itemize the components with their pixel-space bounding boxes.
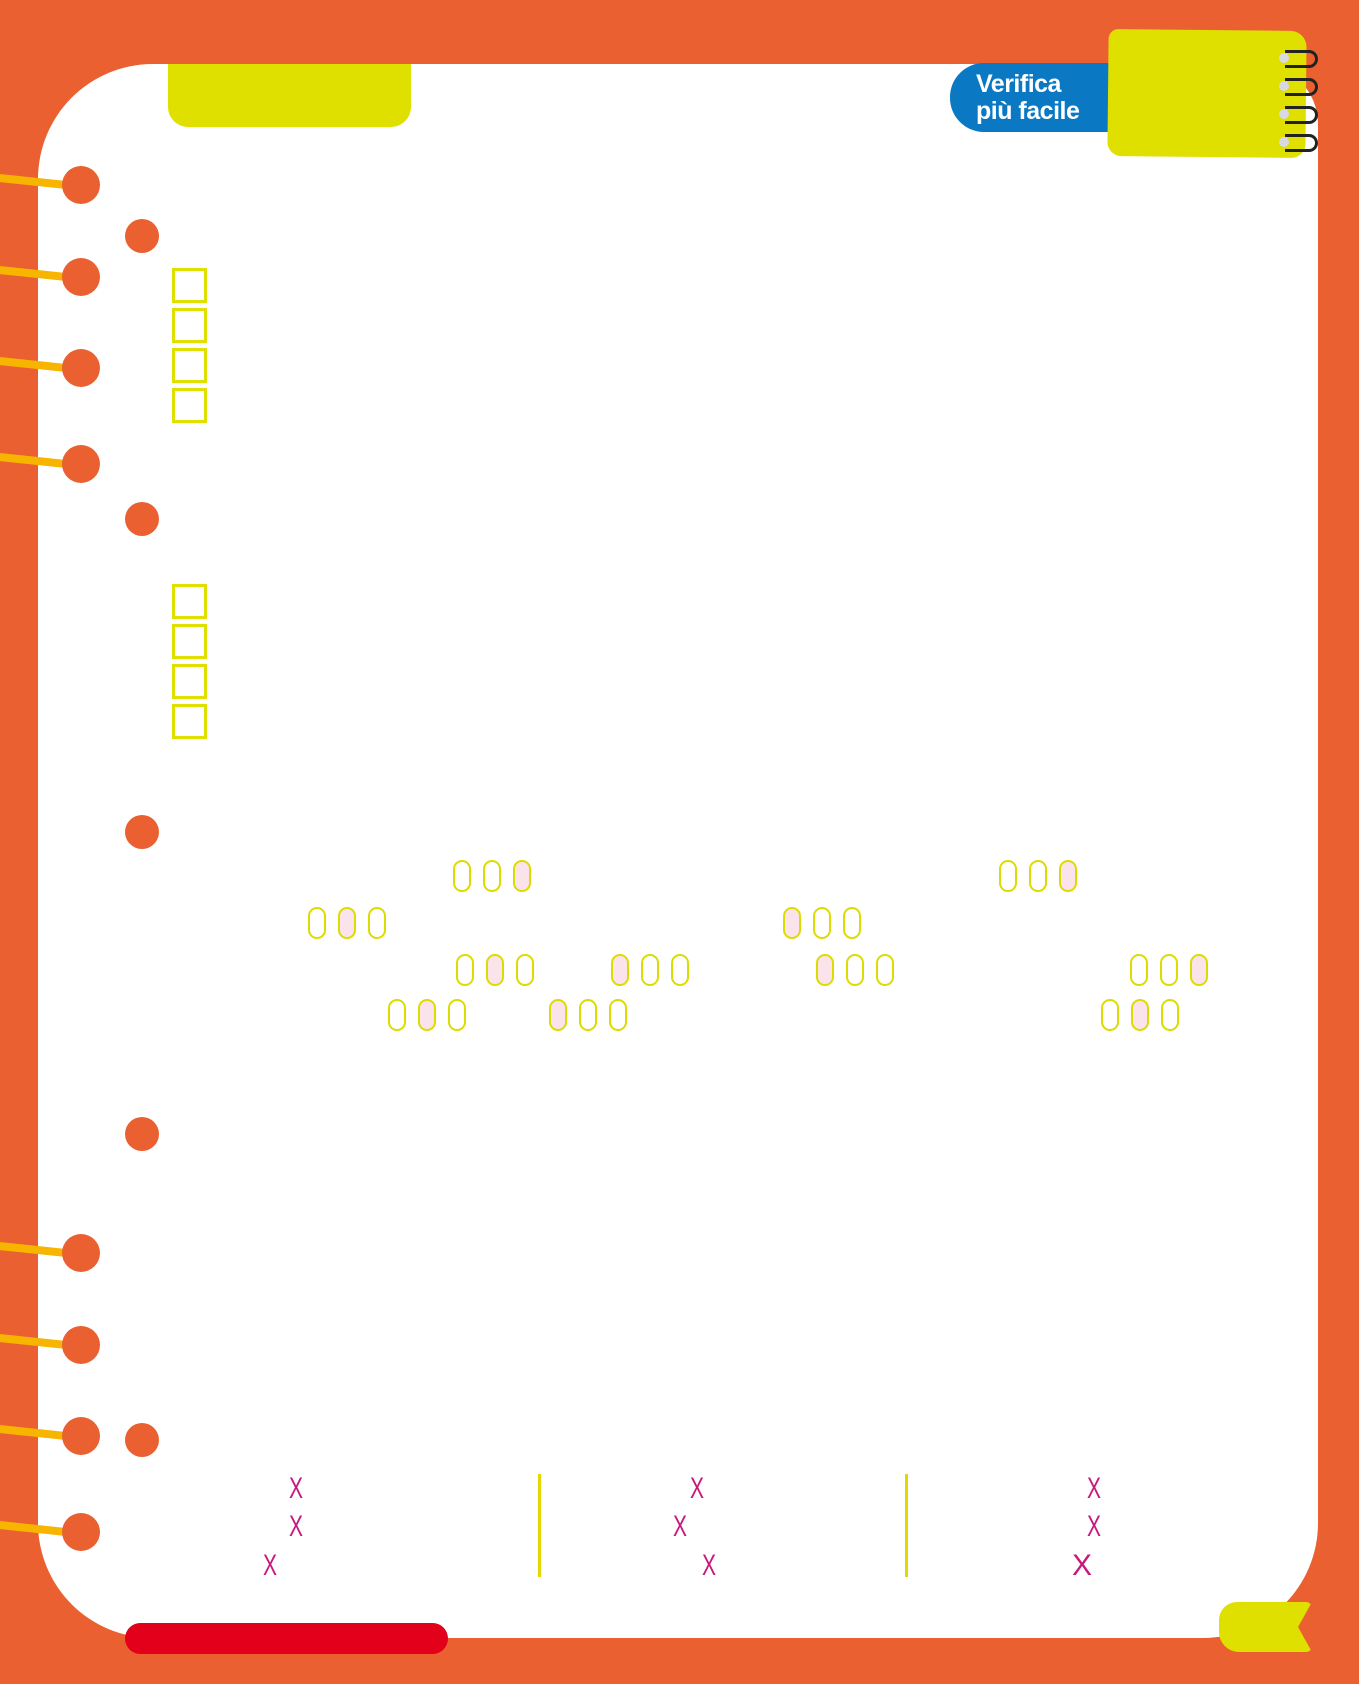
cross-mark-icon: X (1087, 1472, 1102, 1505)
cross-mark-icon: X (673, 1510, 688, 1543)
answer-oval[interactable] (483, 860, 501, 892)
answer-checkbox[interactable] (172, 348, 207, 383)
badge-line-2: più facile (976, 96, 1080, 125)
answer-oval[interactable] (513, 860, 531, 892)
answer-oval[interactable] (843, 907, 861, 939)
cross-mark-icon: X (289, 1510, 304, 1543)
answer-checkbox[interactable] (172, 584, 207, 619)
verifica-badge: Verifica più facile (950, 63, 1125, 132)
answer-checkbox[interactable] (172, 388, 207, 423)
spiral-ring-icon (1279, 106, 1318, 124)
spiral-hole (62, 1417, 100, 1455)
bullet-dot (125, 502, 159, 536)
answer-oval[interactable] (418, 999, 436, 1031)
cross-mark-icon: X (1072, 1549, 1093, 1582)
spiral-hole (62, 445, 100, 483)
answer-oval[interactable] (549, 999, 567, 1031)
answer-oval[interactable] (1029, 860, 1047, 892)
answer-checkbox[interactable] (172, 268, 207, 303)
answer-oval[interactable] (846, 954, 864, 986)
worksheet-page (38, 64, 1318, 1638)
spiral-ring-icon (1279, 78, 1318, 96)
answer-oval[interactable] (456, 954, 474, 986)
answer-oval[interactable] (486, 954, 504, 986)
cross-mark-icon: X (263, 1549, 278, 1582)
answer-oval[interactable] (1161, 999, 1179, 1031)
answer-oval[interactable] (813, 907, 831, 939)
answer-checkbox[interactable] (172, 624, 207, 659)
spiral-hole (62, 349, 100, 387)
cross-mark-icon: X (1087, 1510, 1102, 1543)
answer-oval[interactable] (1059, 860, 1077, 892)
bullet-dot (125, 219, 159, 253)
cross-mark-icon: X (289, 1472, 304, 1505)
answer-oval[interactable] (1130, 954, 1148, 986)
answer-oval[interactable] (308, 907, 326, 939)
spiral-hole (62, 1234, 100, 1272)
spiral-hole (62, 166, 100, 204)
answer-oval[interactable] (388, 999, 406, 1031)
answer-checkbox[interactable] (172, 664, 207, 699)
answer-oval[interactable] (611, 954, 629, 986)
answer-oval[interactable] (1131, 999, 1149, 1031)
notebook-tab (1107, 28, 1307, 159)
cross-mark-icon: X (690, 1472, 705, 1505)
bottom-right-tab (1219, 1602, 1312, 1652)
answer-oval[interactable] (453, 860, 471, 892)
answer-oval[interactable] (338, 907, 356, 939)
column-divider (905, 1474, 908, 1577)
column-divider (538, 1474, 541, 1577)
bullet-dot (125, 815, 159, 849)
footer-red-bar (125, 1623, 448, 1654)
answer-oval[interactable] (876, 954, 894, 986)
answer-oval[interactable] (368, 907, 386, 939)
cross-mark-icon: X (702, 1549, 717, 1582)
bullet-dot (125, 1423, 159, 1457)
bullet-dot (125, 1117, 159, 1151)
answer-oval[interactable] (516, 954, 534, 986)
answer-oval[interactable] (1160, 954, 1178, 986)
spiral-hole (62, 258, 100, 296)
answer-checkbox[interactable] (172, 308, 207, 343)
answer-checkbox[interactable] (172, 704, 207, 739)
spiral-ring-icon (1279, 50, 1318, 68)
answer-oval[interactable] (448, 999, 466, 1031)
answer-oval[interactable] (671, 954, 689, 986)
answer-oval[interactable] (609, 999, 627, 1031)
answer-oval[interactable] (1190, 954, 1208, 986)
answer-oval[interactable] (1101, 999, 1119, 1031)
badge-line-1: Verifica (976, 69, 1061, 98)
spiral-hole (62, 1326, 100, 1364)
spiral-hole (62, 1513, 100, 1551)
answer-oval[interactable] (641, 954, 659, 986)
answer-oval[interactable] (999, 860, 1017, 892)
answer-oval[interactable] (783, 907, 801, 939)
answer-oval[interactable] (816, 954, 834, 986)
spiral-ring-icon (1279, 134, 1318, 152)
top-left-tab (168, 64, 411, 127)
answer-oval[interactable] (579, 999, 597, 1031)
